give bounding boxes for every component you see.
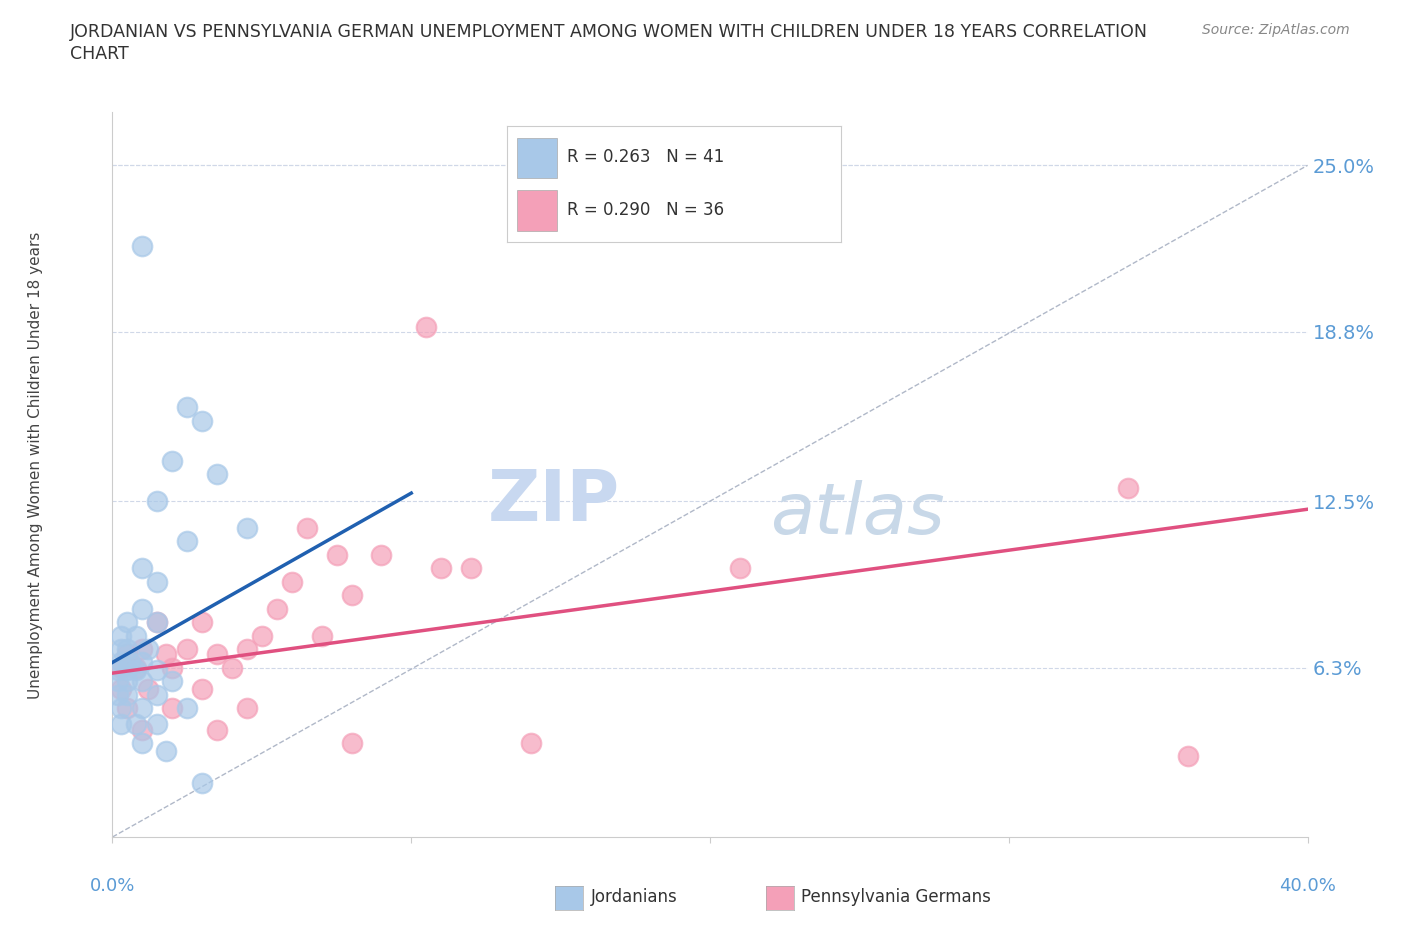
Point xyxy=(125,660,148,675)
Point xyxy=(146,687,169,702)
Point xyxy=(191,615,214,630)
Point xyxy=(176,534,198,549)
Point xyxy=(162,673,183,688)
Point xyxy=(236,642,259,657)
Point xyxy=(205,722,228,737)
Point xyxy=(117,615,139,630)
Point xyxy=(176,400,198,415)
Point xyxy=(131,700,153,715)
Point xyxy=(191,776,214,790)
Point xyxy=(110,700,132,715)
Point xyxy=(110,660,132,675)
Point xyxy=(117,647,139,662)
Point xyxy=(125,628,148,643)
Point xyxy=(325,548,347,563)
Point xyxy=(117,700,139,715)
Point xyxy=(236,700,259,715)
Point xyxy=(110,642,132,657)
Text: ZIP: ZIP xyxy=(488,467,620,536)
Text: Unemployment Among Women with Children Under 18 years: Unemployment Among Women with Children U… xyxy=(28,232,42,698)
Point xyxy=(117,673,139,688)
Point xyxy=(340,588,363,603)
Point xyxy=(107,673,129,688)
Point xyxy=(728,561,751,576)
Point xyxy=(131,238,153,253)
Point xyxy=(117,687,139,702)
Point xyxy=(110,717,132,732)
Point xyxy=(125,663,148,678)
Text: Pennsylvania Germans: Pennsylvania Germans xyxy=(801,888,991,907)
Point xyxy=(110,682,132,697)
Point xyxy=(146,717,169,732)
Point xyxy=(117,663,139,678)
Text: CHART: CHART xyxy=(70,45,129,62)
Point xyxy=(155,647,177,662)
Point xyxy=(340,736,363,751)
Point xyxy=(146,615,169,630)
Point xyxy=(146,615,169,630)
Text: 40.0%: 40.0% xyxy=(1279,877,1336,896)
Point xyxy=(138,642,160,657)
Point xyxy=(266,601,288,616)
Point xyxy=(110,655,132,670)
Point xyxy=(236,521,259,536)
Text: Jordanians: Jordanians xyxy=(591,888,678,907)
Point xyxy=(110,628,132,643)
Point xyxy=(430,561,453,576)
Point xyxy=(131,601,153,616)
Point xyxy=(370,548,392,563)
Point xyxy=(250,628,273,643)
Point xyxy=(311,628,333,643)
Point xyxy=(191,413,214,428)
Point xyxy=(107,663,129,678)
Point xyxy=(281,575,304,590)
Point xyxy=(1177,749,1199,764)
Point xyxy=(120,655,142,670)
Point xyxy=(146,575,169,590)
Point xyxy=(162,660,183,675)
Text: 0.0%: 0.0% xyxy=(90,877,135,896)
Point xyxy=(107,687,129,702)
Point xyxy=(176,642,198,657)
Point xyxy=(131,722,153,737)
Point xyxy=(415,319,437,334)
Point xyxy=(221,660,243,675)
Point xyxy=(191,682,214,697)
Point xyxy=(131,642,153,657)
Point xyxy=(138,682,160,697)
Text: JORDANIAN VS PENNSYLVANIA GERMAN UNEMPLOYMENT AMONG WOMEN WITH CHILDREN UNDER 18: JORDANIAN VS PENNSYLVANIA GERMAN UNEMPLO… xyxy=(70,23,1149,41)
Point xyxy=(117,642,139,657)
Point xyxy=(146,494,169,509)
Text: atlas: atlas xyxy=(770,480,945,549)
Point xyxy=(131,736,153,751)
Point xyxy=(460,561,482,576)
Point xyxy=(1116,480,1139,495)
Point xyxy=(295,521,318,536)
Point xyxy=(162,454,183,469)
Point xyxy=(146,663,169,678)
Point xyxy=(131,655,153,670)
Point xyxy=(155,744,177,759)
Point xyxy=(131,673,153,688)
Point xyxy=(131,561,153,576)
Point xyxy=(205,467,228,482)
Point xyxy=(125,717,148,732)
Text: Source: ZipAtlas.com: Source: ZipAtlas.com xyxy=(1202,23,1350,37)
Point xyxy=(520,736,543,751)
Point xyxy=(205,647,228,662)
Point xyxy=(162,700,183,715)
Point xyxy=(176,700,198,715)
